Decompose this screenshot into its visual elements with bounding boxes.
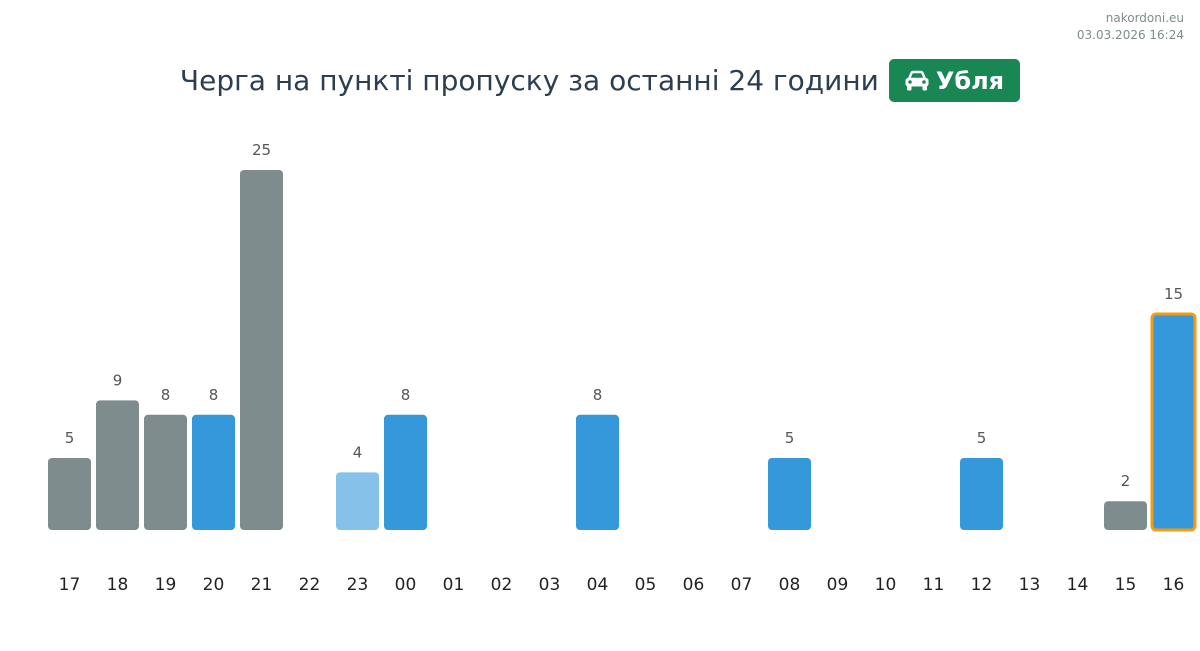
- bar-04: [576, 414, 619, 530]
- x-tick-01: 01: [443, 575, 465, 595]
- checkpoint-name: Убля: [935, 66, 1005, 95]
- x-tick-15: 15: [1115, 575, 1137, 595]
- x-tick-05: 05: [635, 575, 657, 595]
- source-timestamp: 03.03.2026 16:24: [1076, 28, 1184, 42]
- bar-17: [48, 458, 91, 530]
- value-label-19: 8: [161, 386, 171, 404]
- x-tick-16: 16: [1163, 575, 1185, 595]
- value-label-12: 5: [977, 429, 987, 447]
- bar-23: [336, 472, 379, 530]
- x-tick-06: 06: [683, 575, 705, 595]
- x-tick-04: 04: [587, 575, 609, 595]
- x-tick-21: 21: [251, 575, 273, 595]
- value-label-08: 5: [785, 429, 795, 447]
- bar-21: [240, 170, 283, 530]
- bar-00: [384, 414, 427, 530]
- bar-08: [768, 458, 811, 530]
- x-tick-12: 12: [971, 575, 993, 595]
- x-tick-22: 22: [299, 575, 321, 595]
- x-tick-13: 13: [1019, 575, 1041, 595]
- value-label-20: 8: [209, 386, 219, 404]
- value-label-04: 8: [593, 386, 603, 404]
- value-label-16: 15: [1164, 285, 1183, 303]
- x-tick-02: 02: [491, 575, 513, 595]
- x-tick-08: 08: [779, 575, 801, 595]
- x-tick-23: 23: [347, 575, 369, 595]
- value-label-21: 25: [252, 141, 271, 159]
- x-tick-00: 00: [395, 575, 417, 595]
- x-tick-03: 03: [539, 575, 561, 595]
- x-tick-07: 07: [731, 575, 753, 595]
- source-site: nakordoni.eu: [1105, 11, 1184, 25]
- value-label-15: 2: [1121, 472, 1131, 490]
- checkpoint-badge: Убля: [888, 59, 1021, 102]
- value-label-18: 9: [113, 371, 123, 389]
- x-tick-14: 14: [1067, 575, 1089, 595]
- value-label-00: 8: [401, 386, 411, 404]
- x-tick-11: 11: [923, 575, 945, 595]
- bar-18: [96, 400, 139, 530]
- x-tick-09: 09: [827, 575, 849, 595]
- bar-19: [144, 414, 187, 530]
- bar-16: [1150, 312, 1197, 532]
- x-tick-18: 18: [107, 575, 129, 595]
- x-tick-10: 10: [875, 575, 897, 595]
- value-label-17: 5: [65, 429, 75, 447]
- page-title: Черга на пункті пропуску за останні 24 г…: [179, 64, 879, 97]
- bar-20: [192, 414, 235, 530]
- value-label-23: 4: [353, 443, 363, 461]
- x-tick-17: 17: [59, 575, 81, 595]
- x-tick-20: 20: [203, 575, 225, 595]
- bar-12: [960, 458, 1003, 530]
- x-tick-19: 19: [155, 575, 177, 595]
- car-icon: [905, 70, 929, 90]
- source-info: nakordoni.eu 03.03.2026 16:24: [1077, 10, 1184, 44]
- bar-15: [1104, 501, 1147, 530]
- chart-header: Черга на пункті пропуску за останні 24 г…: [0, 59, 1200, 102]
